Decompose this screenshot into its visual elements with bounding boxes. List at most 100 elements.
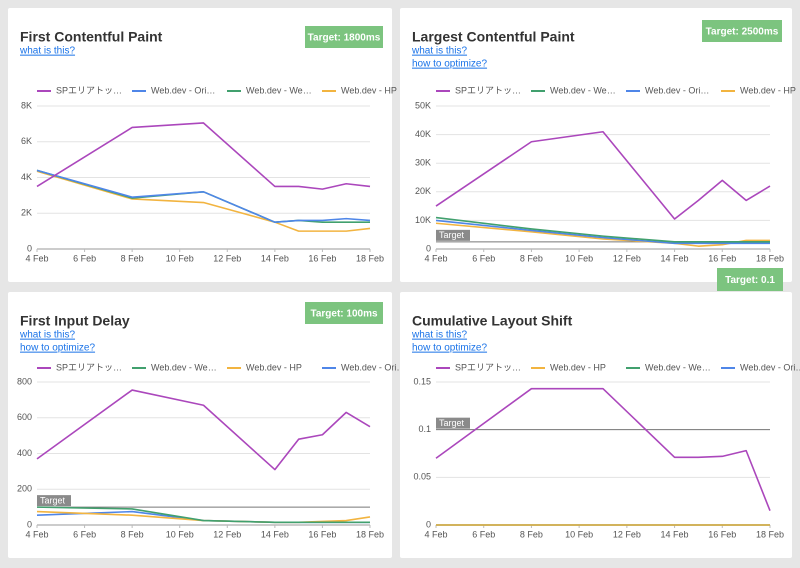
target-label-box bbox=[436, 229, 470, 241]
y-tick-label: 20K bbox=[415, 186, 431, 196]
chart-title: Largest Contentful Paint bbox=[412, 29, 575, 45]
target-badge bbox=[305, 302, 383, 324]
x-tick-label: 16 Feb bbox=[308, 253, 336, 263]
series-line bbox=[435, 387, 771, 511]
x-tick-label: 14 Feb bbox=[261, 529, 289, 539]
x-tick-label: 18 Feb bbox=[756, 253, 784, 263]
target-badge-text: Target: 100ms bbox=[310, 309, 378, 320]
help-link[interactable]: what is this? bbox=[19, 330, 75, 341]
y-tick-label: 600 bbox=[17, 412, 32, 422]
y-tick-label: 0 bbox=[426, 243, 431, 253]
panel-background bbox=[8, 292, 392, 558]
y-tick-label: 0 bbox=[27, 243, 32, 253]
x-tick-label: 8 Feb bbox=[121, 529, 144, 539]
help-link[interactable]: what is this? bbox=[411, 330, 467, 341]
x-tick-label: 10 Feb bbox=[166, 253, 194, 263]
x-tick-label: 16 Feb bbox=[708, 529, 736, 539]
legend-label: Web.dev - We… bbox=[151, 362, 217, 372]
panel-background bbox=[400, 8, 792, 282]
target-badge-text: Target: 2500ms bbox=[706, 27, 779, 38]
x-tick-label: 6 Feb bbox=[472, 253, 495, 263]
legend-label: SPエリアトッ… bbox=[56, 85, 122, 95]
x-tick-label: 4 Feb bbox=[25, 529, 48, 539]
y-tick-label: 0 bbox=[27, 519, 32, 529]
target-label: Target bbox=[439, 418, 465, 428]
target-label-box bbox=[37, 495, 71, 507]
help-link[interactable]: how to optimize? bbox=[412, 343, 487, 354]
target-label-box bbox=[436, 417, 470, 429]
x-tick-label: 18 Feb bbox=[356, 529, 384, 539]
legend-label: Web.dev - Ori… bbox=[740, 362, 800, 372]
x-tick-label: 10 Feb bbox=[565, 253, 593, 263]
series-line bbox=[36, 170, 371, 232]
series-line bbox=[435, 130, 771, 220]
legend-label: Web.dev - We… bbox=[246, 85, 312, 95]
legend-label: Web.dev - HP bbox=[550, 362, 606, 372]
y-tick-label: 200 bbox=[17, 484, 32, 494]
y-tick-label: 6K bbox=[21, 136, 32, 146]
legend-label: Web.dev - Ori… bbox=[151, 85, 215, 95]
x-tick-label: 18 Feb bbox=[756, 529, 784, 539]
x-tick-label: 12 Feb bbox=[613, 253, 641, 263]
legend-label: Web.dev - We… bbox=[645, 362, 711, 372]
x-tick-label: 6 Feb bbox=[472, 529, 495, 539]
x-tick-label: 4 Feb bbox=[25, 253, 48, 263]
x-tick-label: 18 Feb bbox=[356, 253, 384, 263]
x-tick-label: 16 Feb bbox=[708, 253, 736, 263]
x-tick-label: 4 Feb bbox=[424, 529, 447, 539]
y-tick-label: 40K bbox=[415, 129, 431, 139]
x-tick-label: 8 Feb bbox=[121, 253, 144, 263]
series-line bbox=[36, 122, 371, 190]
x-tick-label: 10 Feb bbox=[565, 529, 593, 539]
help-link[interactable]: what is this? bbox=[411, 46, 467, 57]
legend-label: SPエリアトッ… bbox=[56, 362, 122, 372]
x-tick-label: 8 Feb bbox=[520, 529, 543, 539]
x-tick-label: 10 Feb bbox=[166, 529, 194, 539]
series-line bbox=[36, 169, 371, 223]
legend-label: Web.dev - Ori… bbox=[645, 85, 709, 95]
legend-label: Web.dev - HP bbox=[341, 85, 397, 95]
y-tick-label: 0.1 bbox=[418, 424, 431, 434]
legend-label: Web.dev - Ori… bbox=[341, 362, 405, 372]
target-badge bbox=[702, 20, 782, 42]
y-tick-label: 30K bbox=[415, 158, 431, 168]
target-badge-text: Target: 0.1 bbox=[725, 275, 775, 286]
x-tick-label: 12 Feb bbox=[613, 529, 641, 539]
series-line bbox=[36, 506, 370, 524]
series-line bbox=[435, 219, 770, 245]
help-link[interactable]: what is this? bbox=[19, 46, 75, 57]
x-tick-label: 6 Feb bbox=[73, 529, 96, 539]
target-badge-text: Target: 1800ms bbox=[308, 33, 381, 44]
x-tick-label: 14 Feb bbox=[661, 253, 689, 263]
help-link[interactable]: how to optimize? bbox=[412, 59, 487, 70]
y-tick-label: 0.15 bbox=[413, 376, 431, 386]
help-link[interactable]: how to optimize? bbox=[20, 343, 95, 354]
chart-title: Cumulative Layout Shift bbox=[412, 313, 573, 329]
y-tick-label: 2K bbox=[21, 208, 32, 218]
x-tick-label: 16 Feb bbox=[308, 529, 336, 539]
x-tick-label: 12 Feb bbox=[213, 529, 241, 539]
x-tick-label: 8 Feb bbox=[520, 253, 543, 263]
legend-label: Web.dev - HP bbox=[246, 362, 302, 372]
chart-title: First Contentful Paint bbox=[20, 29, 163, 45]
series-line bbox=[435, 216, 770, 243]
y-tick-label: 8K bbox=[21, 100, 32, 110]
legend-label: Web.dev - We… bbox=[550, 85, 616, 95]
target-badge bbox=[717, 268, 783, 291]
target-label: Target bbox=[40, 496, 66, 506]
x-tick-label: 12 Feb bbox=[213, 253, 241, 263]
legend-label: SPエリアトッ… bbox=[455, 85, 521, 95]
panel-background bbox=[400, 292, 792, 558]
legend-label: Web.dev - HP bbox=[740, 85, 796, 95]
y-tick-label: 4K bbox=[21, 172, 32, 182]
y-tick-label: 800 bbox=[17, 376, 32, 386]
y-tick-label: 0 bbox=[426, 519, 431, 529]
y-tick-label: 50K bbox=[415, 100, 431, 110]
chart-title: First Input Delay bbox=[20, 313, 130, 329]
y-tick-label: 0.05 bbox=[413, 472, 431, 482]
y-tick-label: 400 bbox=[17, 448, 32, 458]
x-tick-label: 14 Feb bbox=[261, 253, 289, 263]
